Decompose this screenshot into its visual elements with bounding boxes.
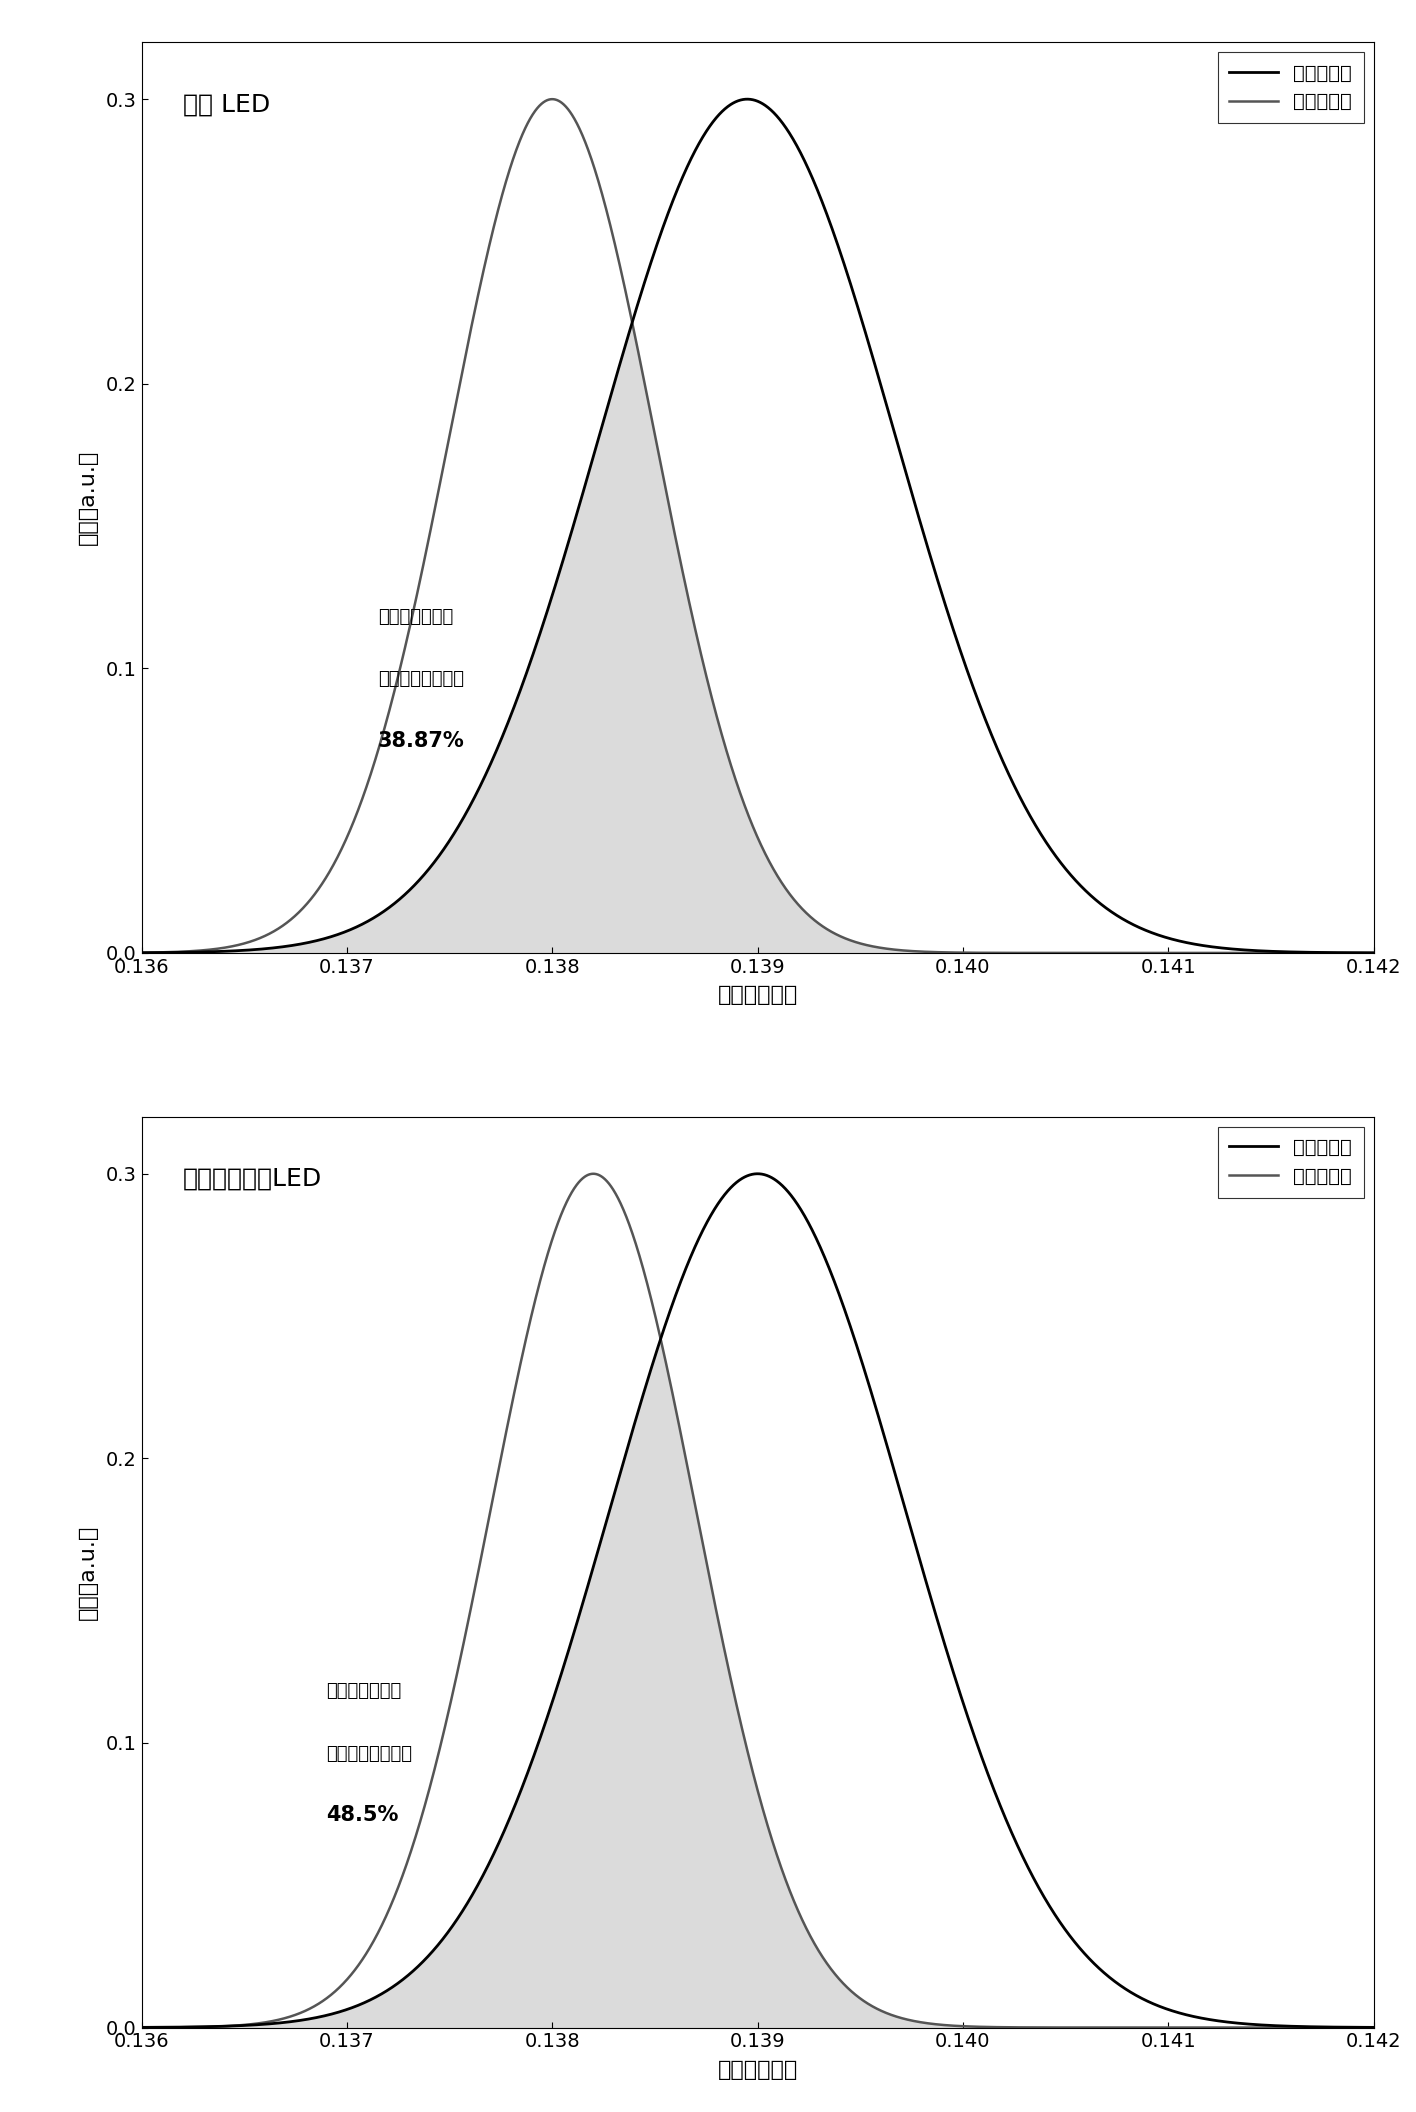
Text: 重叠积分所占比率: 重叠积分所占比率 <box>378 670 463 689</box>
电子波函数 <box>347 914 364 940</box>
Y-axis label: 强度（a.u.）: 强度（a.u.） <box>78 1525 98 1620</box>
空穴波函数 <box>544 87 561 112</box>
Legend: 电子波函数, 空穴波函数: 电子波函数, 空穴波函数 <box>1218 1126 1364 1198</box>
空穴波函数 <box>1341 940 1358 965</box>
空穴波函数 <box>1208 940 1225 965</box>
电子波函数 <box>1341 2015 1358 2040</box>
空穴波函数 <box>347 805 364 830</box>
空穴波函数 <box>1341 2015 1358 2040</box>
空穴波函数 <box>660 1358 677 1383</box>
Text: 电子空穴波函数: 电子空穴波函数 <box>326 1683 402 1700</box>
空穴波函数 <box>133 940 150 965</box>
空穴波函数 <box>660 488 677 513</box>
X-axis label: 位置（微米）: 位置（微米） <box>718 2059 797 2080</box>
电子波函数 <box>606 372 623 397</box>
Text: 38.87%: 38.87% <box>378 731 464 752</box>
X-axis label: 位置（微米）: 位置（微米） <box>718 984 797 1005</box>
空穴波函数 <box>273 914 290 940</box>
电子波函数 <box>133 2015 150 2040</box>
电子波函数 <box>1365 2015 1382 2040</box>
电子波函数 <box>273 2011 290 2036</box>
空穴波函数 <box>273 2006 290 2032</box>
Text: 可调控能带的LED: 可调控能带的LED <box>183 1168 321 1191</box>
Text: 48.5%: 48.5% <box>326 1806 399 1825</box>
电子波函数 <box>739 87 756 112</box>
电子波函数 <box>1208 936 1225 961</box>
空穴波函数 <box>1365 2015 1382 2040</box>
Line: 空穴波函数: 空穴波函数 <box>142 99 1374 953</box>
电子波函数 <box>1365 940 1382 965</box>
空穴波函数 <box>1208 2015 1225 2040</box>
Text: 传统 LED: 传统 LED <box>183 93 270 116</box>
空穴波函数 <box>133 2015 150 2040</box>
电子波函数 <box>658 203 675 228</box>
电子波函数 <box>658 1305 675 1331</box>
Text: 电子空穴波函数: 电子空穴波函数 <box>378 608 453 625</box>
空穴波函数 <box>1365 940 1382 965</box>
空穴波函数 <box>606 230 623 256</box>
空穴波函数 <box>347 1958 364 1983</box>
电子波函数 <box>347 1994 364 2019</box>
电子波函数 <box>1341 940 1358 965</box>
Y-axis label: 强度（a.u.）: 强度（a.u.） <box>78 450 98 545</box>
Line: 电子波函数: 电子波函数 <box>142 1174 1374 2028</box>
Legend: 电子波函数, 空穴波函数: 电子波函数, 空穴波函数 <box>1218 53 1364 122</box>
电子波函数 <box>749 1162 766 1187</box>
Line: 电子波函数: 电子波函数 <box>142 99 1374 953</box>
电子波函数 <box>606 1483 623 1508</box>
Text: 重叠积分所占比率: 重叠积分所占比率 <box>326 1745 412 1764</box>
电子波函数 <box>273 934 290 959</box>
电子波函数 <box>1208 2009 1225 2034</box>
空穴波函数 <box>606 1178 623 1204</box>
Line: 空穴波函数: 空穴波函数 <box>142 1174 1374 2028</box>
电子波函数 <box>133 940 150 965</box>
空穴波函数 <box>585 1162 602 1187</box>
